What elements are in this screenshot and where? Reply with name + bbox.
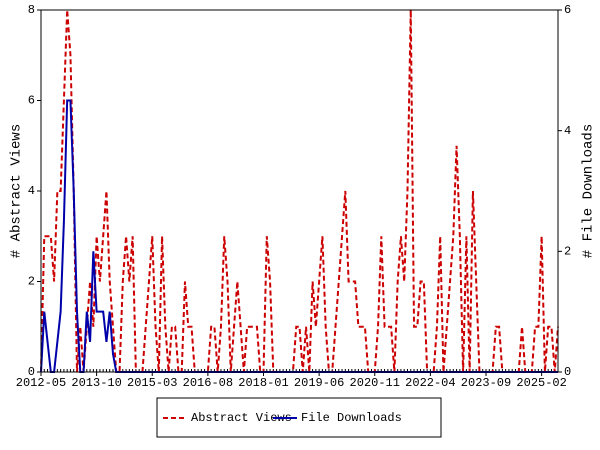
y2-tick-label: 6 <box>564 3 571 17</box>
x-tick-label: 2023-09 <box>461 376 511 390</box>
y-axis-title: # Abstract Views <box>9 124 25 258</box>
legend-label: Abstract Views <box>191 411 292 425</box>
y-tick-label: 0 <box>28 365 35 379</box>
x-tick-label: 2019-06 <box>294 376 344 390</box>
legend-label: File Downloads <box>301 411 402 425</box>
x-tick-label: 2018-01 <box>238 376 288 390</box>
x-tick-label: 2012-05 <box>16 376 66 390</box>
y2-tick-label: 0 <box>564 365 571 379</box>
x-tick-label: 2025-02 <box>516 376 566 390</box>
series-line <box>40 9 559 373</box>
y2-tick-label: 4 <box>564 124 571 138</box>
legend-box <box>156 397 442 438</box>
plot-frame <box>40 9 559 373</box>
x-tick-label: 2013-10 <box>71 376 121 390</box>
y-tick-label: 8 <box>28 3 35 17</box>
x-tick-label: 2020-11 <box>350 376 400 390</box>
y-tick-label: 6 <box>28 94 35 108</box>
x-tick-label: 2022-04 <box>405 376 455 390</box>
x-tick-label: 2016-08 <box>183 376 233 390</box>
x-tick-label: 2015-03 <box>127 376 177 390</box>
y-tick-label: 4 <box>28 184 35 198</box>
y2-axis-title: # File Downloads <box>581 124 597 258</box>
y-tick-label: 2 <box>28 275 35 289</box>
y2-tick-label: 2 <box>564 245 571 259</box>
